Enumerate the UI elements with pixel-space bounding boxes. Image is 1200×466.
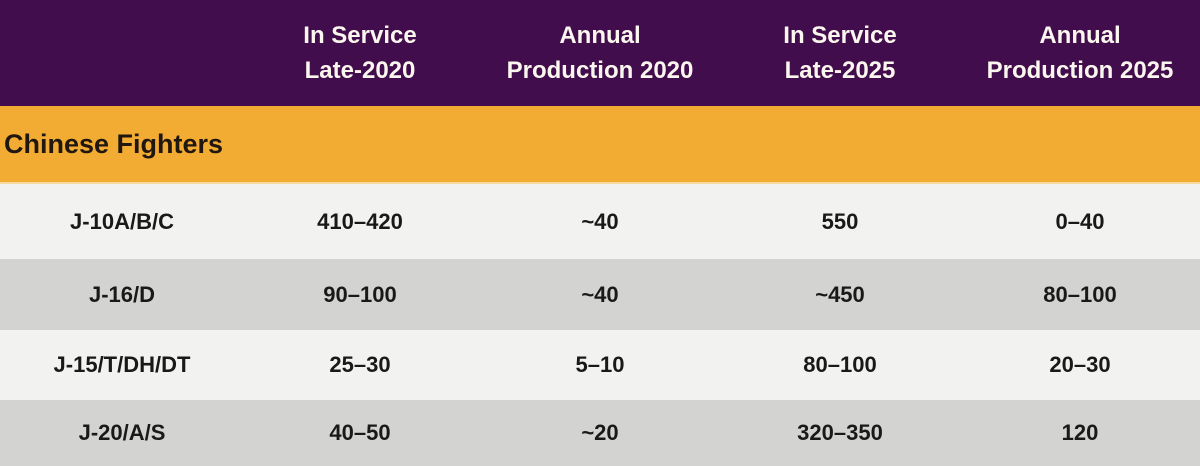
cell-in-service-2025: 550	[821, 208, 859, 234]
table-row: J-16/D 90–100 ~40 ~450 80–100	[0, 259, 1200, 330]
table-row: J-10A/B/C 410–420 ~40 550 0–40	[0, 184, 1200, 259]
cell-annual-production-2020: ~40	[581, 208, 619, 234]
header-cell-annual-production-2025: Annual Production 2025	[986, 22, 1174, 84]
cell-in-service-2020: 410–420	[317, 208, 403, 234]
row-label: J-16/D	[88, 281, 156, 307]
header-cell-in-service-2020: In Service Late-2020	[303, 22, 417, 84]
cell-annual-production-2025: 0–40	[1055, 208, 1105, 234]
section-header-row: Chinese Fighters	[0, 106, 1200, 184]
row-label: J-10A/B/C	[70, 208, 174, 234]
row-label: J-15/T/DH/DT	[53, 352, 191, 377]
section-header-label: Chinese Fighters	[4, 128, 224, 159]
cell-in-service-2020: 90–100	[323, 281, 397, 307]
cell-in-service-2025: 80–100	[803, 352, 877, 377]
table-header-row: In Service Late-2020 Annual Production 2…	[0, 0, 1200, 106]
cell-annual-production-2020: ~40	[581, 281, 619, 307]
cell-in-service-2020: 25–30	[329, 352, 391, 377]
row-label: J-20/A/S	[78, 420, 166, 445]
cell-annual-production-2020: 5–10	[575, 352, 625, 377]
cell-annual-production-2025: 120	[1061, 420, 1099, 445]
cell-in-service-2025: 320–350	[797, 420, 883, 445]
header-cell-annual-production-2020: Annual Production 2020	[506, 22, 694, 84]
table-row: J-20/A/S 40–50 ~20 320–350 120	[0, 400, 1200, 466]
cell-in-service-2025: ~450	[815, 281, 865, 307]
cell-annual-production-2025: 20–30	[1049, 352, 1111, 377]
cell-in-service-2020: 40–50	[329, 420, 391, 445]
header-cell-in-service-2025: In Service Late-2025	[783, 22, 897, 84]
cell-annual-production-2020: ~20	[581, 420, 619, 445]
cell-annual-production-2025: 80–100	[1043, 281, 1117, 307]
table-row: J-15/T/DH/DT 25–30 5–10 80–100 20–30	[0, 330, 1200, 400]
